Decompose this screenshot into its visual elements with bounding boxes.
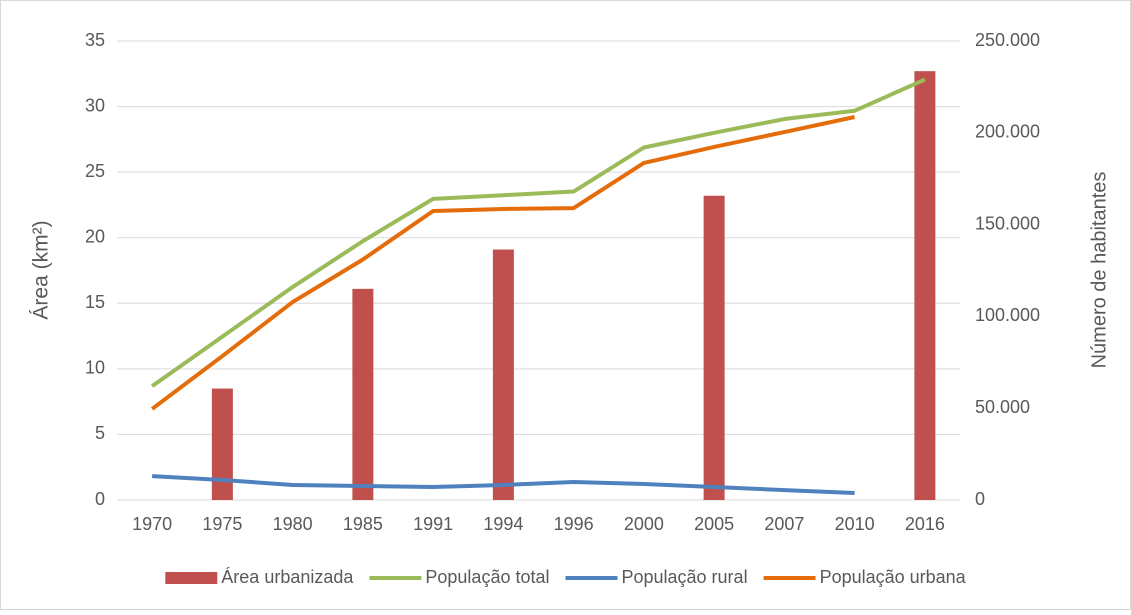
x-tick-label: 1970 [132,514,172,534]
x-tick-label: 1991 [413,514,453,534]
y2-axis-title: Número de habitantes [1088,172,1110,369]
legend-swatch [165,572,218,584]
y-tick-label: 15 [85,292,105,312]
y-tick-label: 25 [85,161,105,181]
legend-label: População rural [621,567,747,587]
y-tick-label: 5 [95,423,105,443]
legend-label: População urbana [820,567,967,587]
y-tick-label: 30 [85,95,105,115]
x-tick-label: 2005 [694,514,734,534]
y2-tick-label: 100.000 [975,305,1040,325]
x-tick-label: 2007 [764,514,804,534]
bar [914,71,936,501]
line [150,77,926,388]
x-tick-label: 2000 [624,514,664,534]
x-tick-label: 1980 [273,514,313,534]
legend-label: Área urbanizada [221,567,354,587]
y2-tick-label: 200.000 [975,122,1040,142]
x-tick-label: 1994 [483,514,523,534]
bar [703,195,725,500]
y-tick-label: 20 [85,226,105,246]
x-tick-label: 1996 [554,514,594,534]
x-tick-label: 1975 [202,514,242,534]
legend-label: População total [425,567,549,587]
x-tick-label: 2016 [905,514,945,534]
x-tick-label: 1985 [343,514,383,534]
bar [352,288,374,500]
bar [492,249,514,500]
line [150,115,856,411]
y-tick-label: 10 [85,358,105,378]
y2-tick-label: 150.000 [975,213,1040,233]
y-tick-label: 0 [95,489,105,509]
x-tick-label: 2010 [835,514,875,534]
y2-tick-label: 250.000 [975,30,1040,50]
line [152,474,855,496]
y2-tick-label: 50.000 [975,397,1030,417]
bar [211,388,233,500]
y-axis-title: Área (km²) [30,220,53,319]
y2-tick-label: 0 [975,489,985,509]
y-tick-label: 35 [85,30,105,50]
